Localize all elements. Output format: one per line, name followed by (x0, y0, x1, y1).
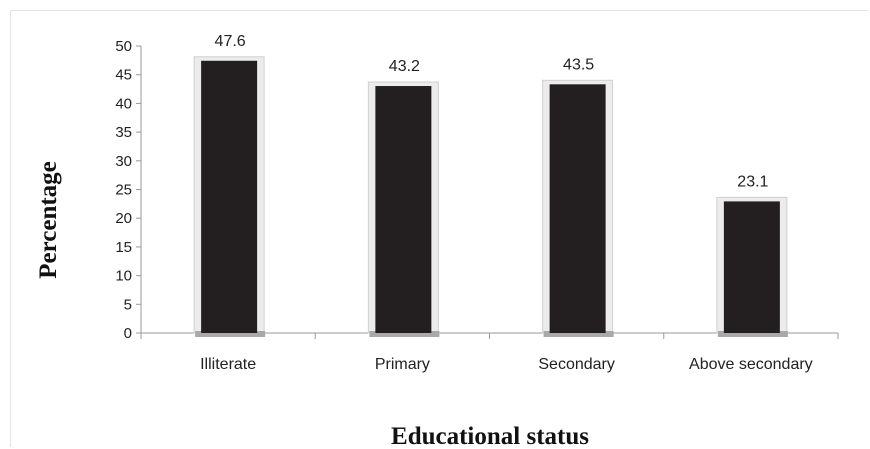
y-tick-label: 10 (115, 268, 132, 285)
data-label: 47.6 (215, 33, 246, 50)
bar-shadow (543, 331, 614, 337)
bar-illiterate (201, 60, 258, 333)
y-tick-label: 50 (115, 38, 132, 55)
y-tick-label: 45 (115, 67, 132, 84)
y-tick-label: 0 (124, 325, 132, 342)
y-tick-label: 30 (115, 153, 132, 170)
bar-shadow (369, 331, 440, 337)
chart-frame (10, 10, 868, 447)
data-label: 43.5 (563, 56, 594, 73)
y-tick-label: 15 (115, 239, 132, 256)
y-tick-label: 35 (115, 124, 132, 141)
y-tick-label: 5 (124, 296, 132, 313)
y-tick-label: 20 (115, 210, 132, 227)
data-labels: 47.6 43.2 43.5 23.1 (215, 33, 769, 191)
data-label: 43.2 (389, 58, 420, 75)
x-tick-label: Secondary (538, 356, 615, 373)
y-tick-label: 25 (115, 182, 132, 199)
bar-above-secondary (723, 201, 780, 333)
x-tick-label: Illiterate (200, 356, 256, 373)
x-tick-label: Above secondary (689, 356, 813, 373)
y-axis: 0 5 10 15 20 25 30 35 40 45 50 (115, 38, 142, 342)
bar-shadow (717, 331, 788, 337)
bar-secondary (549, 84, 606, 333)
x-axis: Illiterate Primary Secondary Above secondar… (140, 332, 839, 373)
bars (193, 56, 788, 337)
bar-primary (375, 86, 432, 333)
y-tick-label: 40 (115, 95, 132, 112)
x-axis-title: Educational status (391, 423, 589, 449)
x-tick-label: Primary (375, 356, 430, 373)
data-label: 23.1 (737, 173, 768, 190)
bar-shadow (195, 331, 266, 337)
y-axis-title: Percentage (35, 161, 62, 279)
